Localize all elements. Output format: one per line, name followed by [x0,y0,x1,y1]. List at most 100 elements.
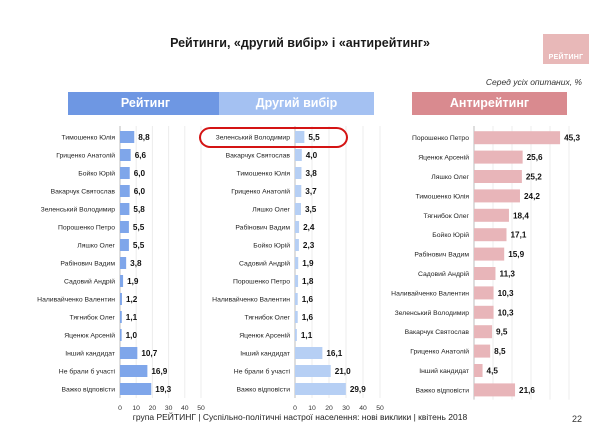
value-label: 3,8 [305,169,317,178]
bar [295,131,305,143]
category-label: Гриценко Анатолій [56,152,115,160]
value-label: 3,8 [130,259,142,268]
value-label: 2,3 [303,241,315,250]
value-label: 5,8 [133,205,145,214]
value-label: 6,0 [134,187,146,196]
bar [120,257,127,269]
x-tick-label: 10 [132,405,140,412]
bar [474,267,496,280]
bar [474,286,494,300]
value-label: 29,9 [350,385,366,394]
value-label: 1,9 [127,277,139,286]
bar [295,365,331,377]
value-label: 8,8 [138,133,150,142]
antirating-chart: Порошенко Петро 45,3 Яценюк Арсеній 25,6 Ляш… [391,126,580,400]
antirating-header: Антирейтинг [412,92,567,115]
category-label: Інший кандидат [419,367,469,375]
category-label: Садовий Андрій [418,270,469,278]
category-label: Інший кандидат [65,350,115,358]
bar [120,185,130,197]
value-label: 10,3 [498,289,514,298]
footer: група РЕЙТИНГ | Суспільно-політичні наст… [132,412,468,422]
bar [120,131,135,143]
category-label: Бойко Юрій [78,170,115,178]
bar [295,167,302,179]
bar [295,149,302,161]
x-tick-label: 0 [118,405,122,412]
category-label: Порошенко Петро [233,279,290,286]
bar [474,170,522,183]
bar [474,131,561,145]
brand-logo: РЕЙТИНГ [543,34,589,64]
value-label: 25,2 [526,173,542,182]
category-label: Тимошенко Юлія [61,134,115,142]
value-label: 1,1 [301,331,313,340]
value-label: 8,5 [494,347,506,356]
category-label: Важко відповісти [61,386,115,394]
category-label: Ляшко Олег [252,207,290,214]
highlight-oval [199,127,348,148]
x-tick-label: 0 [293,405,297,412]
category-label: Яценюк Арсеній [239,332,290,340]
category-label: Вакарчук Святослав [226,153,291,160]
category-label: Не брали б участі [59,368,116,376]
rating-header: Рейтинг [68,92,223,115]
value-label: 5,5 [133,241,145,250]
category-label: Ляшко Олег [77,243,115,250]
x-tick-label: 20 [149,405,157,412]
x-tick-label: 40 [181,405,189,412]
value-label: 1,2 [126,295,138,304]
value-label: 1,0 [126,331,138,340]
category-label: Бойко Юрій [253,242,290,250]
value-label: 24,2 [524,192,540,201]
category-label: Гриценко Анатолій [410,348,469,356]
bar [120,167,130,179]
bar [120,203,130,215]
category-label: Наливайченко Валентин [212,296,290,304]
bar [474,150,523,164]
bar [120,311,122,323]
rating-chart: Тимошенко Юлія 8,8 Гриценко Анатолій 6,6 Бой… [37,126,205,412]
value-label: 3,7 [305,187,317,196]
category-label: Не брали б участі [234,368,291,376]
bar [120,383,152,395]
chart-subtitle: Серед усіх опитаних, % [485,77,582,87]
bar [120,275,124,287]
second-choice-header: Другий вибір [219,92,374,115]
bar [295,239,299,251]
category-label: Яценюк Арсеній [418,154,469,162]
value-label: 1,6 [302,313,314,322]
bar [474,305,494,319]
value-label: 10,7 [141,349,157,358]
category-label: Порошенко Петро [412,135,469,142]
value-label: 25,6 [527,153,543,162]
value-label: 1,1 [126,313,138,322]
category-label: Рабінович Вадим [235,224,290,232]
bar [295,329,297,341]
bar [295,383,346,395]
bar [474,189,520,203]
category-label: Зеленський Володимир [395,309,470,317]
bar [295,311,298,323]
category-label: Зеленський Володимир [41,206,116,214]
category-label: Важко відповісти [236,386,290,394]
bar [474,344,491,358]
x-tick-label: 30 [165,405,173,412]
category-label: Тягнибок Олег [70,314,116,322]
value-label: 9,5 [496,328,508,337]
value-label: 4,0 [306,151,318,160]
category-label: Тимошенко Юлія [236,170,290,178]
value-label: 19,3 [155,385,171,394]
logo-text: РЕЙТИНГ [548,54,584,61]
x-tick-label: 10 [308,405,316,412]
value-label: 5,5 [308,133,320,142]
category-label: Тягнибок Олег [245,314,291,322]
value-label: 21,6 [519,386,535,395]
category-label: Садовий Андрій [239,260,290,268]
value-label: 11,3 [499,270,515,279]
category-label: Рабінович Вадим [414,251,469,259]
category-label: Наливайченко Валентин [37,296,115,304]
value-label: 6,0 [134,169,146,178]
category-label: Рабінович Вадим [60,260,115,268]
category-label: Порошенко Петро [58,225,115,232]
